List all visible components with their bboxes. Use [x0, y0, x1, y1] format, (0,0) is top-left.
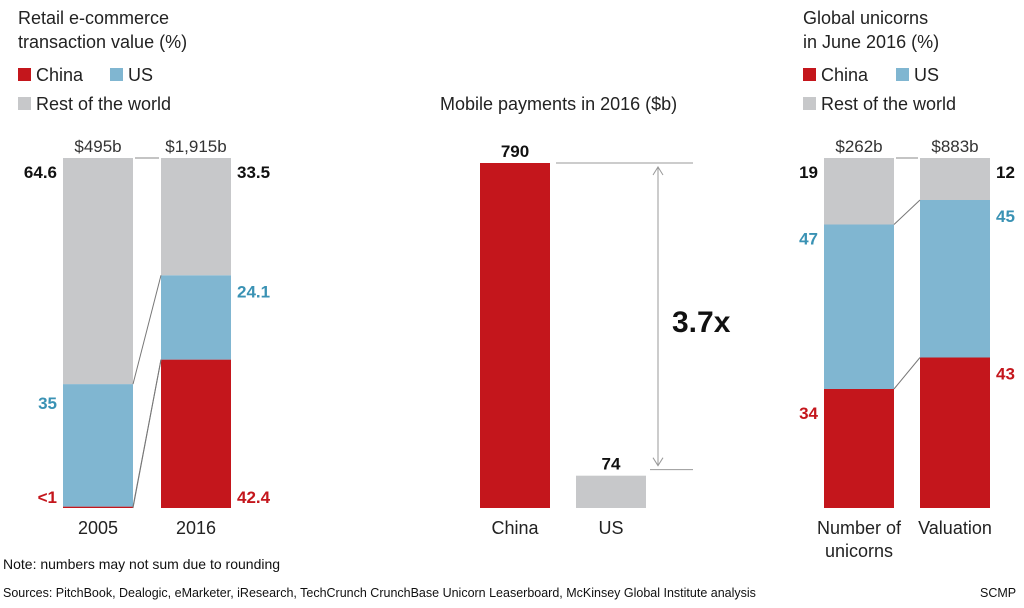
c3-connector-line: [893, 199, 921, 225]
chart3-title-line1: Global unicorns: [803, 8, 928, 28]
c2-bar-china: [480, 163, 550, 508]
c1-value-label: 35: [38, 394, 57, 413]
c1-value-label: 24.1: [237, 282, 270, 301]
c1-bar-1-rest-of-the-world: [161, 158, 231, 276]
c2-ratio-annotation: 3.7x: [672, 306, 731, 339]
legend-swatch-china: [803, 68, 816, 81]
c2-category-label: China: [491, 518, 539, 538]
legend-rest: Rest of the world: [36, 94, 171, 114]
legend-rest: Rest of the world: [821, 94, 956, 114]
c1-category-label: 2016: [176, 518, 216, 538]
c1-total-label: $495b: [74, 137, 121, 156]
chart2-title: Mobile payments in 2016 ($b): [440, 94, 677, 114]
legend-swatch-us: [110, 68, 123, 81]
c2-value-label: 790: [501, 142, 529, 161]
legend-china: China: [821, 65, 869, 85]
c3-value-label: 34: [799, 404, 818, 423]
sources: Sources: PitchBook, Dealogic, eMarketer,…: [3, 586, 756, 600]
c2-value-label: 74: [602, 455, 621, 474]
c3-total-label: $262b: [835, 137, 882, 156]
c3-bar-0-us: [824, 224, 894, 389]
legend-swatch-rest: [18, 97, 31, 110]
c1-connector-line: [132, 275, 162, 385]
c2-bar-us: [576, 475, 646, 508]
c3-category-label: Number of: [817, 518, 902, 538]
c3-total-label: $883b: [931, 137, 978, 156]
c1-bar-1-us: [161, 275, 231, 360]
c1-value-label: 64.6: [24, 163, 57, 182]
c1-bar-0-rest-of-the-world: [63, 158, 133, 385]
c1-value-label: 42.4: [237, 488, 271, 507]
c1-total-label: $1,915b: [165, 137, 226, 156]
c1-category-label: 2005: [78, 518, 118, 538]
legend-swatch-china: [18, 68, 31, 81]
c2-category-label: US: [598, 518, 623, 538]
c3-value-label: 45: [996, 207, 1015, 226]
c1-bar-0-china: [63, 506, 133, 508]
c3-bar-1-us: [920, 200, 990, 358]
chart1-title-line1: Retail e-commerce: [18, 8, 169, 28]
legend-china: China: [36, 65, 84, 85]
c3-value-label: 12: [996, 163, 1015, 182]
c3-bar-1-china: [920, 357, 990, 508]
c2-arrow-head-down: [652, 457, 664, 467]
c2-arrow-head-up: [652, 166, 664, 176]
c3-category-label: Valuation: [918, 518, 992, 538]
credit: SCMP: [980, 586, 1016, 600]
c1-bar-0-us: [63, 384, 133, 507]
c1-value-label: <1: [38, 488, 57, 507]
chart1-title-line2: transaction value (%): [18, 32, 187, 52]
c3-bar-0-rest-of-the-world: [824, 158, 894, 225]
legend-us: US: [914, 65, 939, 85]
c1-value-label: 33.5: [237, 163, 270, 182]
c3-value-label: 43: [996, 365, 1015, 384]
legend-swatch-us: [896, 68, 909, 81]
c3-connector-line: [893, 357, 921, 390]
c3-bar-1-rest-of-the-world: [920, 158, 990, 200]
c3-bar-0-china: [824, 389, 894, 508]
legend-swatch-rest: [803, 97, 816, 110]
c3-category-label: unicorns: [825, 541, 893, 561]
c1-connector-line: [132, 359, 162, 509]
c3-value-label: 47: [799, 230, 818, 249]
c3-value-label: 19: [799, 163, 818, 182]
chart3-title-line2: in June 2016 (%): [803, 32, 939, 52]
c1-bar-1-china: [161, 359, 231, 508]
footnote: Note: numbers may not sum due to roundin…: [3, 556, 280, 572]
legend-us: US: [128, 65, 153, 85]
